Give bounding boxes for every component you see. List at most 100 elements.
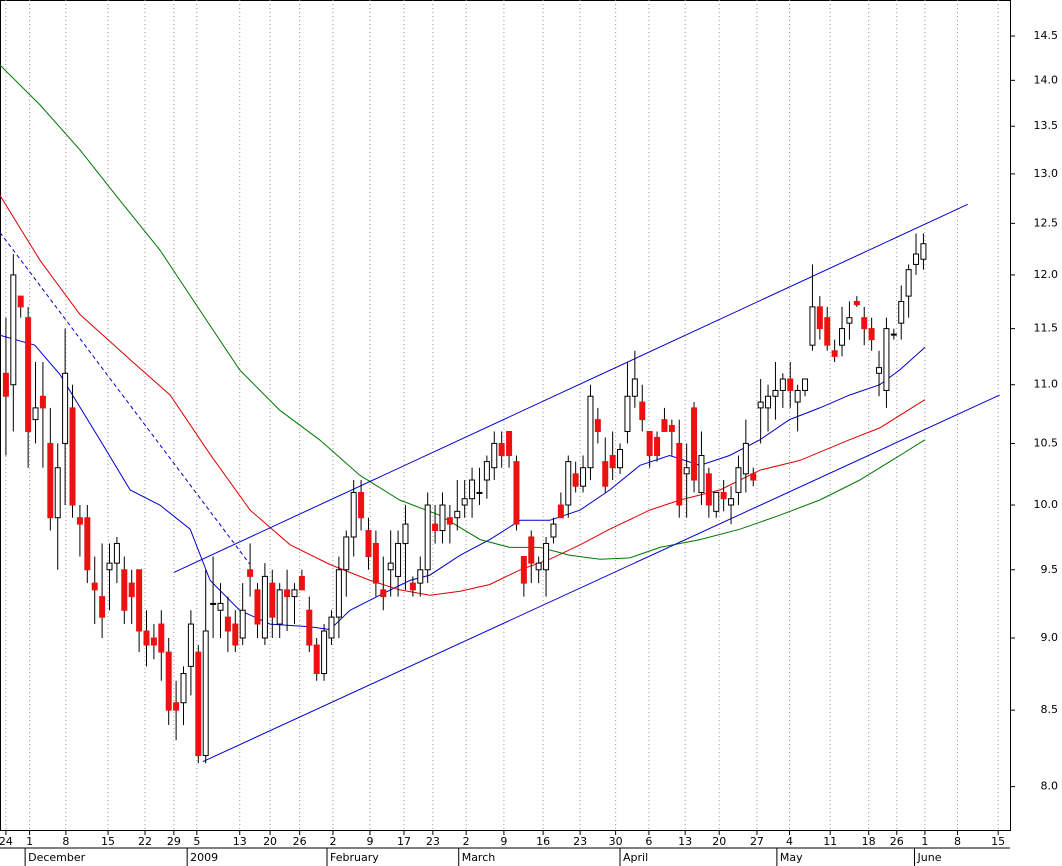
x-tick-label: 2 bbox=[463, 835, 470, 848]
x-tick-label: 18 bbox=[862, 835, 876, 848]
candle-body bbox=[276, 589, 283, 625]
candle-body bbox=[913, 253, 920, 265]
candle-body bbox=[698, 455, 705, 493]
candle-body bbox=[831, 350, 838, 357]
x-tick-label: 11 bbox=[823, 835, 837, 848]
candle-body bbox=[491, 442, 498, 469]
candle-body bbox=[91, 582, 98, 591]
candle-body bbox=[380, 589, 387, 598]
candle-body bbox=[313, 644, 320, 675]
candle-body bbox=[594, 419, 601, 432]
candle-body bbox=[587, 395, 594, 469]
candle-body bbox=[395, 542, 402, 577]
candle-body bbox=[54, 467, 61, 519]
candle-body bbox=[69, 407, 76, 506]
x-tick-label: 8 bbox=[954, 835, 961, 848]
candle-body bbox=[247, 569, 254, 577]
candle-body bbox=[439, 504, 446, 532]
x-tick-label: 8 bbox=[62, 835, 69, 848]
plot-frame bbox=[0, 0, 1011, 831]
y-tick-label: 13.0 bbox=[1034, 167, 1059, 180]
y-tick-label: 9.0 bbox=[1041, 631, 1059, 644]
candle-body bbox=[387, 562, 394, 571]
month-label: May bbox=[780, 851, 803, 864]
candle-body bbox=[113, 542, 120, 564]
x-tick-label: 15 bbox=[101, 835, 115, 848]
candle-body bbox=[757, 401, 764, 409]
candle-body bbox=[284, 589, 291, 598]
candle-body bbox=[513, 461, 520, 525]
y-tick-label: 9.5 bbox=[1041, 563, 1059, 576]
y-tick-label: 12.0 bbox=[1034, 268, 1059, 281]
y-tick-label: 10.5 bbox=[1034, 436, 1059, 449]
x-tick-label: 4 bbox=[786, 835, 793, 848]
candle-body bbox=[424, 504, 431, 571]
candle-body bbox=[165, 651, 172, 711]
candle-body bbox=[173, 702, 180, 711]
candle-body bbox=[99, 596, 106, 618]
y-tick-label: 10.0 bbox=[1034, 498, 1059, 511]
x-tick-label: 23 bbox=[426, 835, 440, 848]
candle-body bbox=[550, 523, 557, 538]
x-tick-label: 13 bbox=[233, 835, 247, 848]
candle-body bbox=[787, 378, 794, 391]
x-tick-label: 1 bbox=[26, 835, 33, 848]
candle-body bbox=[572, 473, 579, 487]
candle-body bbox=[898, 300, 905, 324]
candle-body bbox=[409, 582, 416, 591]
month-label: June bbox=[917, 851, 942, 864]
line bbox=[173, 203, 969, 573]
y-tick-label: 12.5 bbox=[1034, 216, 1059, 229]
candle-body bbox=[32, 407, 39, 421]
x-tick-label: 1 bbox=[921, 835, 928, 848]
candle-body bbox=[2, 372, 9, 397]
candle-body bbox=[417, 569, 424, 584]
candle-body bbox=[335, 569, 342, 618]
candle-body bbox=[136, 569, 143, 632]
candle-body bbox=[350, 491, 357, 538]
candle-body bbox=[520, 556, 527, 584]
candle-body bbox=[846, 317, 853, 324]
month-label: December bbox=[28, 851, 86, 864]
candle-body bbox=[528, 536, 535, 564]
candle-body bbox=[565, 461, 572, 506]
candle-body bbox=[639, 401, 646, 421]
candle-body bbox=[224, 616, 231, 632]
candle-body bbox=[876, 367, 883, 374]
candle-body bbox=[839, 328, 846, 346]
x-tick-label: 27 bbox=[750, 835, 764, 848]
month-label: March bbox=[462, 851, 496, 864]
x-tick-label: 26 bbox=[293, 835, 307, 848]
candle-body bbox=[691, 407, 698, 481]
candle-body bbox=[816, 306, 823, 330]
candle-body bbox=[143, 630, 150, 646]
candle-body bbox=[809, 306, 816, 346]
candle-body bbox=[543, 542, 550, 571]
candle-body bbox=[557, 504, 564, 519]
candle-body bbox=[232, 623, 239, 646]
candle-body bbox=[328, 616, 335, 639]
candle-body bbox=[609, 455, 616, 469]
candle-body bbox=[580, 467, 587, 487]
candle-body bbox=[824, 317, 831, 346]
candle-body bbox=[202, 630, 209, 756]
candle-body bbox=[84, 517, 91, 571]
candle-body bbox=[187, 623, 194, 667]
x-tick-label: 15 bbox=[991, 835, 1005, 848]
x-tick-label: 9 bbox=[366, 835, 373, 848]
x-tick-label: 23 bbox=[573, 835, 587, 848]
candle-body bbox=[291, 589, 298, 598]
candle-body bbox=[298, 575, 305, 591]
candle-body bbox=[765, 395, 772, 409]
x-tick-label: 16 bbox=[536, 835, 550, 848]
line bbox=[0, 232, 251, 565]
candle-body bbox=[735, 467, 742, 493]
candle-body bbox=[195, 651, 202, 756]
candle-body bbox=[779, 378, 786, 391]
candle-body bbox=[794, 389, 801, 403]
candle-body bbox=[17, 295, 24, 308]
candle-body bbox=[705, 473, 712, 506]
candle-body bbox=[158, 623, 165, 653]
candle-body bbox=[646, 430, 653, 457]
x-tick-label: 2 bbox=[329, 835, 336, 848]
